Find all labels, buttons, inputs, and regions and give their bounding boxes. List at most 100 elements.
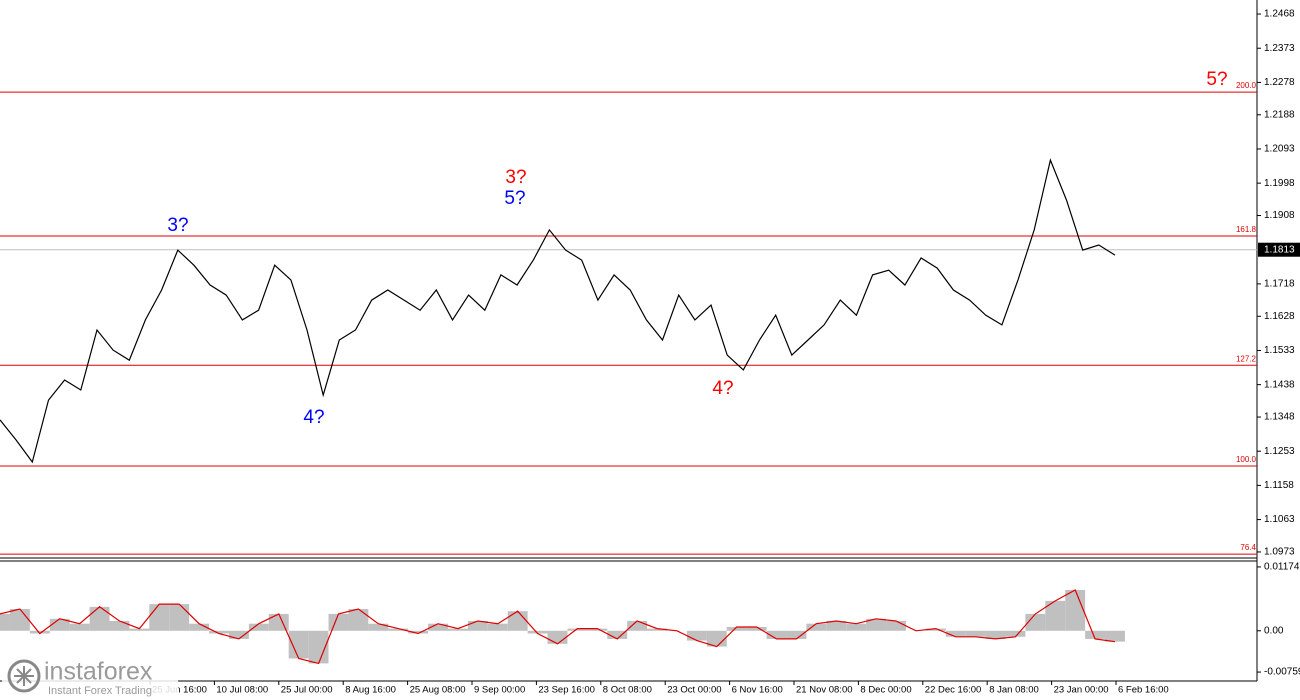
x-tick-label: 6 Feb 16:00 — [1118, 685, 1169, 696]
histogram-bar — [467, 620, 488, 631]
x-tick-label: 23 Jan 00:00 — [1054, 685, 1109, 696]
histogram-bar — [328, 613, 349, 631]
wave-label: 4? — [303, 407, 324, 428]
fib-level-label: 127.2 — [1236, 354, 1257, 363]
histogram-bar — [985, 630, 1006, 639]
x-tick-label: 9 Sep 00:00 — [474, 685, 525, 696]
wave-label: 5? — [504, 188, 525, 209]
wave-label: 3? — [167, 215, 188, 236]
histogram-bar — [925, 628, 946, 631]
histogram-bar — [89, 606, 110, 631]
histogram-bar — [149, 604, 170, 631]
histogram-bar — [507, 611, 528, 631]
histogram-bar — [607, 630, 628, 639]
fib-level-label: 161.8 — [1236, 225, 1257, 234]
histogram-bar — [826, 620, 847, 631]
histogram-bar — [547, 630, 568, 644]
fib-level-label: 200.0 — [1236, 81, 1257, 90]
y-tick-label: 1.1438 — [1264, 379, 1295, 390]
histogram-bar — [746, 626, 767, 631]
x-tick-label: 8 Jan 08:00 — [989, 685, 1039, 696]
y-tick-label: 1.2093 — [1264, 144, 1295, 155]
wave-label: 3? — [505, 167, 526, 188]
histogram-bar — [886, 620, 906, 631]
wave-label: 5? — [1206, 69, 1227, 90]
histogram-bar — [1065, 589, 1086, 631]
x-tick-label: 8 Oct 08:00 — [603, 685, 652, 696]
histogram-bar — [49, 618, 70, 631]
watermark-tagline: Instant Forex Trading — [48, 685, 152, 697]
histogram-bar — [487, 623, 508, 631]
last-price-label: 1.1813 — [1264, 244, 1295, 255]
histogram-bar — [248, 623, 269, 631]
signal-line — [0, 589, 1116, 665]
histogram-bar — [9, 609, 30, 631]
y-tick-label: 1.2468 — [1264, 9, 1295, 20]
y-tick-label: 1.1063 — [1264, 514, 1295, 525]
y-tick-label: 1.2278 — [1264, 77, 1295, 88]
y-tick-label: 1.1718 — [1264, 279, 1295, 290]
price-line — [0, 158, 1116, 464]
histogram-bar — [408, 630, 429, 634]
x-tick-label: 23 Oct 00:00 — [667, 685, 721, 696]
x-tick-label: 22 Dec 16:00 — [925, 685, 982, 696]
histogram-bar — [1085, 630, 1106, 639]
histogram-bar — [686, 630, 707, 641]
y-tick-label: 1.2373 — [1264, 43, 1295, 54]
histogram-bar — [1105, 630, 1125, 642]
x-tick-label: 6 Nov 16:00 — [732, 685, 783, 696]
histogram-bar — [965, 630, 986, 637]
histogram-bar — [288, 630, 309, 659]
y-tick-label: 1.1158 — [1264, 480, 1294, 491]
watermark: instaforex Instant Forex Trading — [2, 656, 178, 698]
histogram-bar — [129, 628, 150, 631]
histogram-bar — [766, 630, 787, 639]
x-tick-label: 21 Nov 08:00 — [796, 685, 853, 696]
y-tick-label: 1.1998 — [1264, 178, 1295, 189]
histogram-bar — [1045, 600, 1066, 631]
y-tick-label: 1.2188 — [1264, 109, 1295, 120]
last-price-box — [1258, 242, 1300, 257]
histogram-bar — [368, 623, 389, 631]
histogram-bar — [388, 628, 409, 631]
histogram-bar — [447, 628, 468, 631]
histogram-bar — [706, 630, 727, 647]
y-tick-label: 0.01174 — [1264, 562, 1300, 573]
histogram-bar — [268, 613, 289, 631]
histogram-bar — [69, 623, 90, 631]
histogram-bar — [1025, 613, 1046, 631]
histogram-bar — [806, 623, 827, 631]
histogram-bar — [0, 613, 10, 631]
histogram-bar — [726, 626, 747, 631]
histogram-bar — [109, 620, 130, 631]
histogram-bar — [169, 604, 190, 631]
y-tick-label: 1.0973 — [1264, 547, 1295, 558]
histogram-bar — [428, 623, 448, 631]
histogram-bar — [189, 623, 210, 631]
histogram-bar — [228, 630, 249, 639]
y-tick-label: -0.00759 — [1264, 667, 1300, 678]
watermark-brand: instaforex — [44, 658, 153, 686]
x-tick-label: 23 Sep 16:00 — [538, 685, 595, 696]
histogram-bar — [1005, 630, 1026, 637]
fib-level-label: 76.4 — [1240, 543, 1256, 552]
histogram-bar — [627, 620, 648, 631]
histogram-bar — [348, 609, 369, 631]
histogram-bar — [866, 618, 887, 631]
histogram-bar — [846, 623, 867, 631]
y-tick-label: 1.1253 — [1264, 446, 1295, 457]
y-tick-label: 1.1908 — [1264, 210, 1295, 221]
histogram-bar — [567, 628, 588, 631]
x-tick-label: 10 Jul 08:00 — [216, 685, 268, 696]
histogram-bar — [587, 628, 608, 631]
logo — [7, 659, 41, 693]
histogram-bar — [29, 630, 50, 634]
x-tick-label: 8 Dec 00:00 — [860, 685, 911, 696]
y-tick-label: 1.1533 — [1264, 345, 1295, 356]
histogram-bar — [209, 630, 229, 634]
x-tick-label: 8 Aug 16:00 — [345, 685, 396, 696]
histogram-bar — [308, 630, 329, 664]
histogram-bar — [786, 630, 807, 639]
